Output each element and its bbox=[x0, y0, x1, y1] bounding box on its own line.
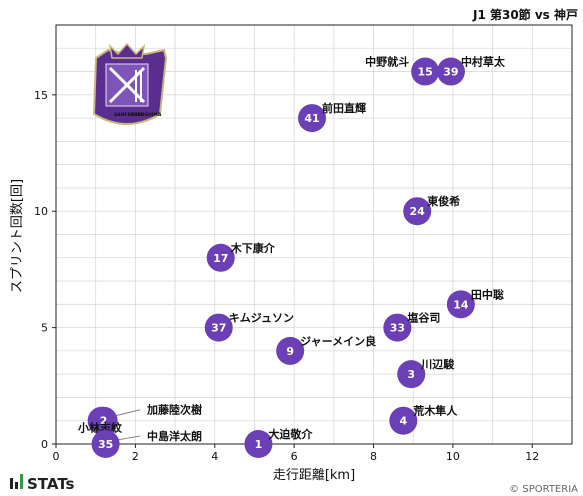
point-marker bbox=[403, 197, 432, 226]
point-number: 3 bbox=[407, 368, 415, 381]
point-label: 中島洋太朗 bbox=[147, 429, 202, 443]
point-marker bbox=[446, 290, 475, 319]
x-tick-label: 10 bbox=[446, 450, 460, 463]
point-label: 木下康介 bbox=[230, 241, 276, 255]
point-label: 大迫敬介 bbox=[268, 427, 313, 441]
point-marker bbox=[298, 104, 327, 133]
x-tick-label: 12 bbox=[525, 450, 539, 463]
player-point: 35 中島洋太朗 bbox=[91, 429, 202, 458]
x-tick-label: 6 bbox=[291, 450, 298, 463]
player-point: 3 川辺駿 bbox=[397, 357, 455, 389]
point-marker bbox=[244, 430, 273, 458]
point-marker bbox=[397, 360, 426, 389]
x-tick-label: 8 bbox=[370, 450, 377, 463]
player-point: 4 荒木隼人 bbox=[389, 404, 458, 435]
point-number: 41 bbox=[304, 112, 319, 125]
point-label: 小林志紋 bbox=[77, 421, 123, 435]
y-axis-title: スプリント回数[回] bbox=[10, 179, 25, 293]
point-marker bbox=[91, 430, 120, 458]
x-axis-title: 走行距離[km] bbox=[273, 468, 355, 483]
data-points: 15中野就斗39中村草太41前田直輝24東俊希17木下康介14田中聡37キムジュ… bbox=[77, 55, 506, 458]
point-number: 35 bbox=[98, 438, 113, 451]
point-number: 9 bbox=[286, 345, 294, 358]
point-marker bbox=[206, 243, 235, 272]
copyright: © SPORTERIA bbox=[509, 484, 578, 495]
point-marker bbox=[411, 57, 440, 86]
point-number: 14 bbox=[453, 298, 469, 311]
plot-frame bbox=[55, 24, 573, 445]
point-number: 15 bbox=[417, 66, 432, 79]
player-point: 15 中野就斗 bbox=[365, 55, 440, 86]
stats-logo: STATs bbox=[10, 474, 75, 493]
point-number: 24 bbox=[410, 205, 426, 218]
point-marker bbox=[383, 313, 412, 342]
point-marker bbox=[89, 406, 118, 435]
match-title: J1 第30節 vs 神戸 bbox=[472, 7, 578, 22]
stats-brand: STATs bbox=[27, 475, 75, 493]
point-marker bbox=[276, 336, 305, 365]
point-number: 1 bbox=[255, 438, 263, 451]
point-label: 中野就斗 bbox=[365, 55, 409, 69]
point-number: 17 bbox=[213, 252, 228, 265]
point-number: 4 bbox=[399, 415, 407, 428]
point-label: 荒木隼人 bbox=[412, 404, 458, 418]
y-tick-label: 5 bbox=[41, 322, 48, 335]
point-label: キムジュソン bbox=[229, 312, 294, 325]
point-label: ジャーメイン良 bbox=[300, 334, 376, 348]
crest-bottom-text: HIROSHIMA bbox=[132, 112, 162, 118]
stats-logo-bar-3 bbox=[20, 474, 23, 489]
club-crest: SANFRECCE HIROSHIMA bbox=[92, 42, 168, 125]
point-marker bbox=[436, 57, 465, 86]
point-label: 東俊希 bbox=[427, 194, 460, 208]
stats-logo-bar-2 bbox=[15, 482, 18, 489]
y-tick-label: 15 bbox=[34, 89, 48, 102]
point-number: 2 bbox=[100, 415, 108, 428]
point-marker bbox=[204, 313, 233, 342]
point-label: 川辺駿 bbox=[420, 357, 455, 371]
stats-logo-bar-1 bbox=[10, 478, 13, 489]
point-label: 中村草太 bbox=[461, 55, 506, 69]
y-tick-label: 0 bbox=[41, 438, 48, 451]
point-number: 39 bbox=[443, 66, 458, 79]
point-number: 33 bbox=[390, 322, 405, 335]
player-point: 9 ジャーメイン良 bbox=[276, 334, 376, 365]
y-tick-label: 10 bbox=[34, 205, 48, 218]
x-tick-label: 4 bbox=[211, 450, 218, 463]
x-tick-label: 2 bbox=[132, 450, 139, 463]
x-tick-label: 0 bbox=[53, 450, 60, 463]
point-label: 田中聡 bbox=[471, 287, 504, 301]
crest-top-text: SANFRECCE bbox=[114, 112, 144, 118]
player-point: 1 大迫敬介 bbox=[244, 427, 313, 458]
point-marker bbox=[389, 406, 418, 435]
point-label: 塩谷司 bbox=[407, 311, 440, 325]
point-label: 前田直輝 bbox=[322, 101, 366, 115]
point-label: 加藤陸次樹 bbox=[146, 403, 202, 417]
point-number: 37 bbox=[211, 322, 226, 335]
